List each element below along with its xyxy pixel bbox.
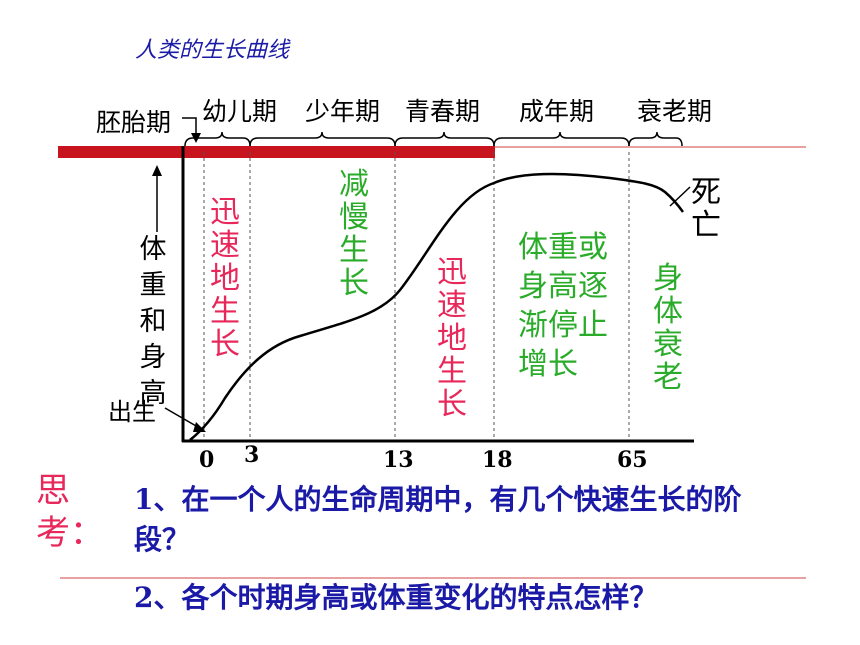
brace-infant [184,131,251,147]
y-axis-label: 体重和身高 [139,234,167,409]
question-2: 2、各个时期身高或体重变化的特点怎样？ [134,581,658,614]
stage-old-age: 衰老期 [637,97,713,126]
annotation-death: 死亡 [691,175,721,243]
annotation-aging: 身体衰老 [653,261,683,395]
stage-adolescence: 青春期 [405,97,481,126]
embryo-arrowhead [191,133,201,143]
question-1: 1、在一个人的生命周期中，有几个快速生长的阶段？ [134,483,742,556]
tick-13: 13 [383,447,414,473]
embryo-pointer [182,117,197,140]
stage-embryo: 胚胎期 [96,108,172,137]
annotation-slow-growth: 减慢生长 [339,167,369,301]
annotation-rapid-growth-2: 迅速地生长 [437,255,467,422]
stage-infant: 幼儿期 [202,97,278,126]
growth-curve [189,172,685,441]
stage-adult: 成年期 [519,97,595,126]
stage-juvenile: 少年期 [305,97,381,126]
brace-old-age [628,131,683,147]
brace-adult [493,131,630,147]
annotation-rapid-growth-1: 迅速地生长 [210,195,240,362]
red-timeline-bar [58,146,495,158]
death-pointer-line [669,186,691,207]
tick-3: 3 [244,442,260,468]
brace-juvenile [249,131,396,147]
tick-0: 0 [199,447,215,473]
birth-label: 出生 [108,398,156,426]
birth-arrowhead [193,422,206,432]
brace-adolescence [394,131,495,147]
tick-18: 18 [482,447,513,473]
think-label: 思考： [36,471,104,553]
diagram-title: 人类的生长曲线 [135,38,290,63]
tick-65: 65 [617,447,648,473]
annotation-gradual-stop: 体重或身高逐渐停止增长 [518,230,608,382]
up-arrow-icon [152,165,162,176]
